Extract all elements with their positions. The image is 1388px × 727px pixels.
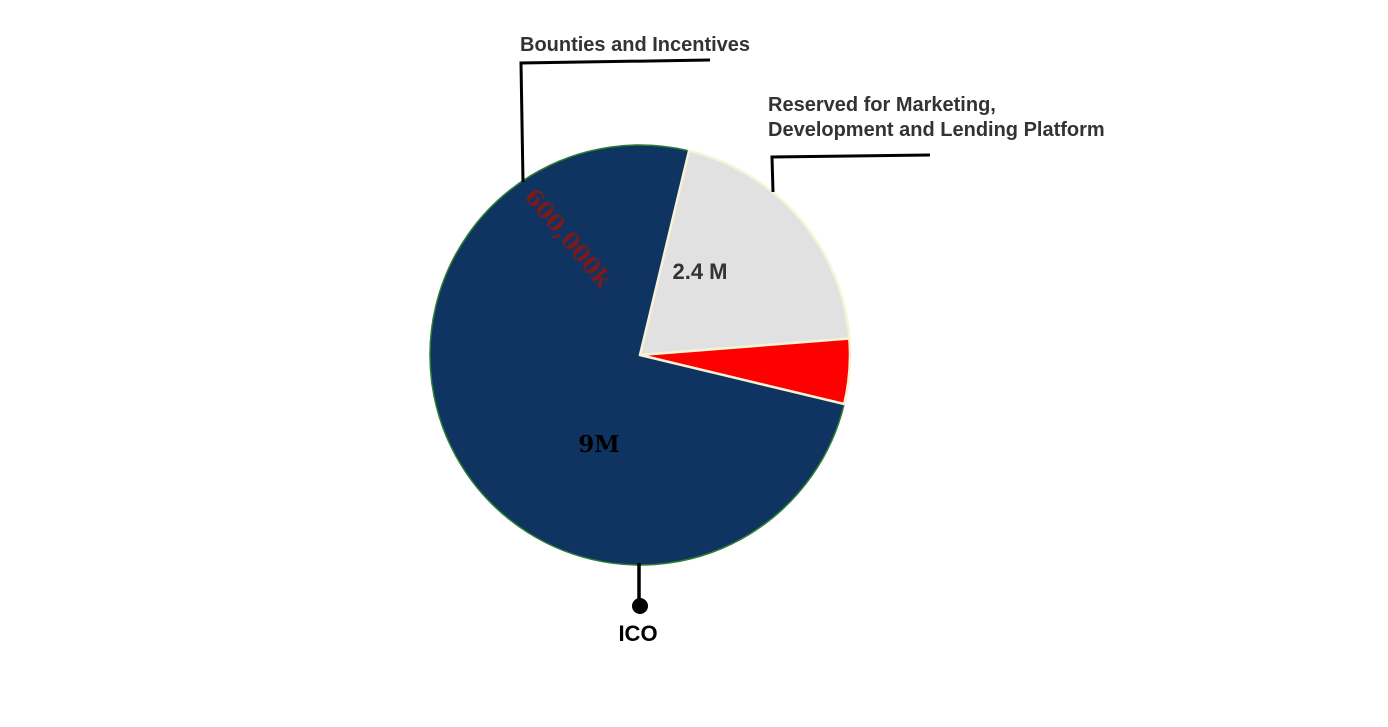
label-ico: ICO (618, 621, 657, 646)
label-reserved-line-1: Reserved for Marketing, (768, 94, 996, 116)
leader-line-bounties (519, 58, 711, 183)
label-bounties-and-incentives: Bounties and Incentives (520, 34, 750, 56)
value-label-ico: 9M (578, 431, 619, 458)
pie-slice-bounties (638, 337, 852, 406)
pie-slice-reserved (638, 149, 851, 357)
leader-line-reserved (770, 153, 931, 193)
leader-dot-ico (632, 598, 648, 614)
value-label-reserved: 2.4 M (672, 259, 727, 284)
label-reserved-line-2: Development and Lending Platform (768, 119, 1105, 141)
pie-slice-ico (429, 144, 845, 566)
